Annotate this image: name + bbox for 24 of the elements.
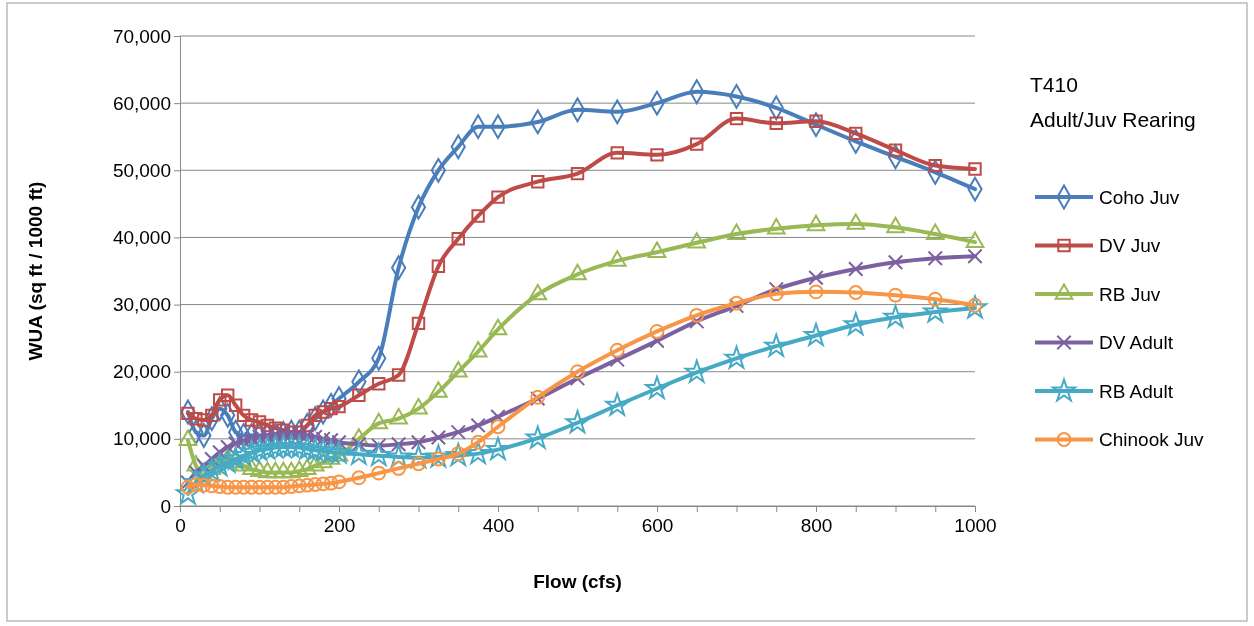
text: T410 xyxy=(1030,73,1078,96)
x-tick-label: 0 xyxy=(175,515,186,537)
legend-label: Coho Juv xyxy=(1099,186,1180,208)
x-tick-label: 400 xyxy=(482,515,515,537)
legend-label: DV Juv xyxy=(1099,235,1161,257)
y-tick-label: 50,000 xyxy=(112,159,171,181)
y-tick-label: 10,000 xyxy=(112,428,171,450)
x-tick-label: 1000 xyxy=(954,515,997,537)
x-axis-title: Flow (cfs) xyxy=(533,571,622,592)
y-tick-label: 0 xyxy=(160,495,171,517)
y-tick-label: 60,000 xyxy=(112,92,171,114)
legend-label: DV Adult xyxy=(1099,332,1174,354)
legend-label: RB Adult xyxy=(1099,380,1174,402)
text: Adult/Juv Rearing xyxy=(1030,108,1196,131)
x-tick-label: 800 xyxy=(800,515,833,537)
y-tick-label: 70,000 xyxy=(112,25,171,47)
x-tick-label: 200 xyxy=(323,515,356,537)
legend-label: RB Juv xyxy=(1099,283,1161,305)
y-tick-label: 30,000 xyxy=(112,294,171,316)
y-tick-label: 40,000 xyxy=(112,227,171,249)
legend-label: Chinook Juv xyxy=(1099,429,1205,451)
x-tick-label: 600 xyxy=(641,515,674,537)
y-tick-label: 20,000 xyxy=(112,361,171,383)
y-axis-title: WUA (sq ft / 1000 ft) xyxy=(25,181,46,361)
